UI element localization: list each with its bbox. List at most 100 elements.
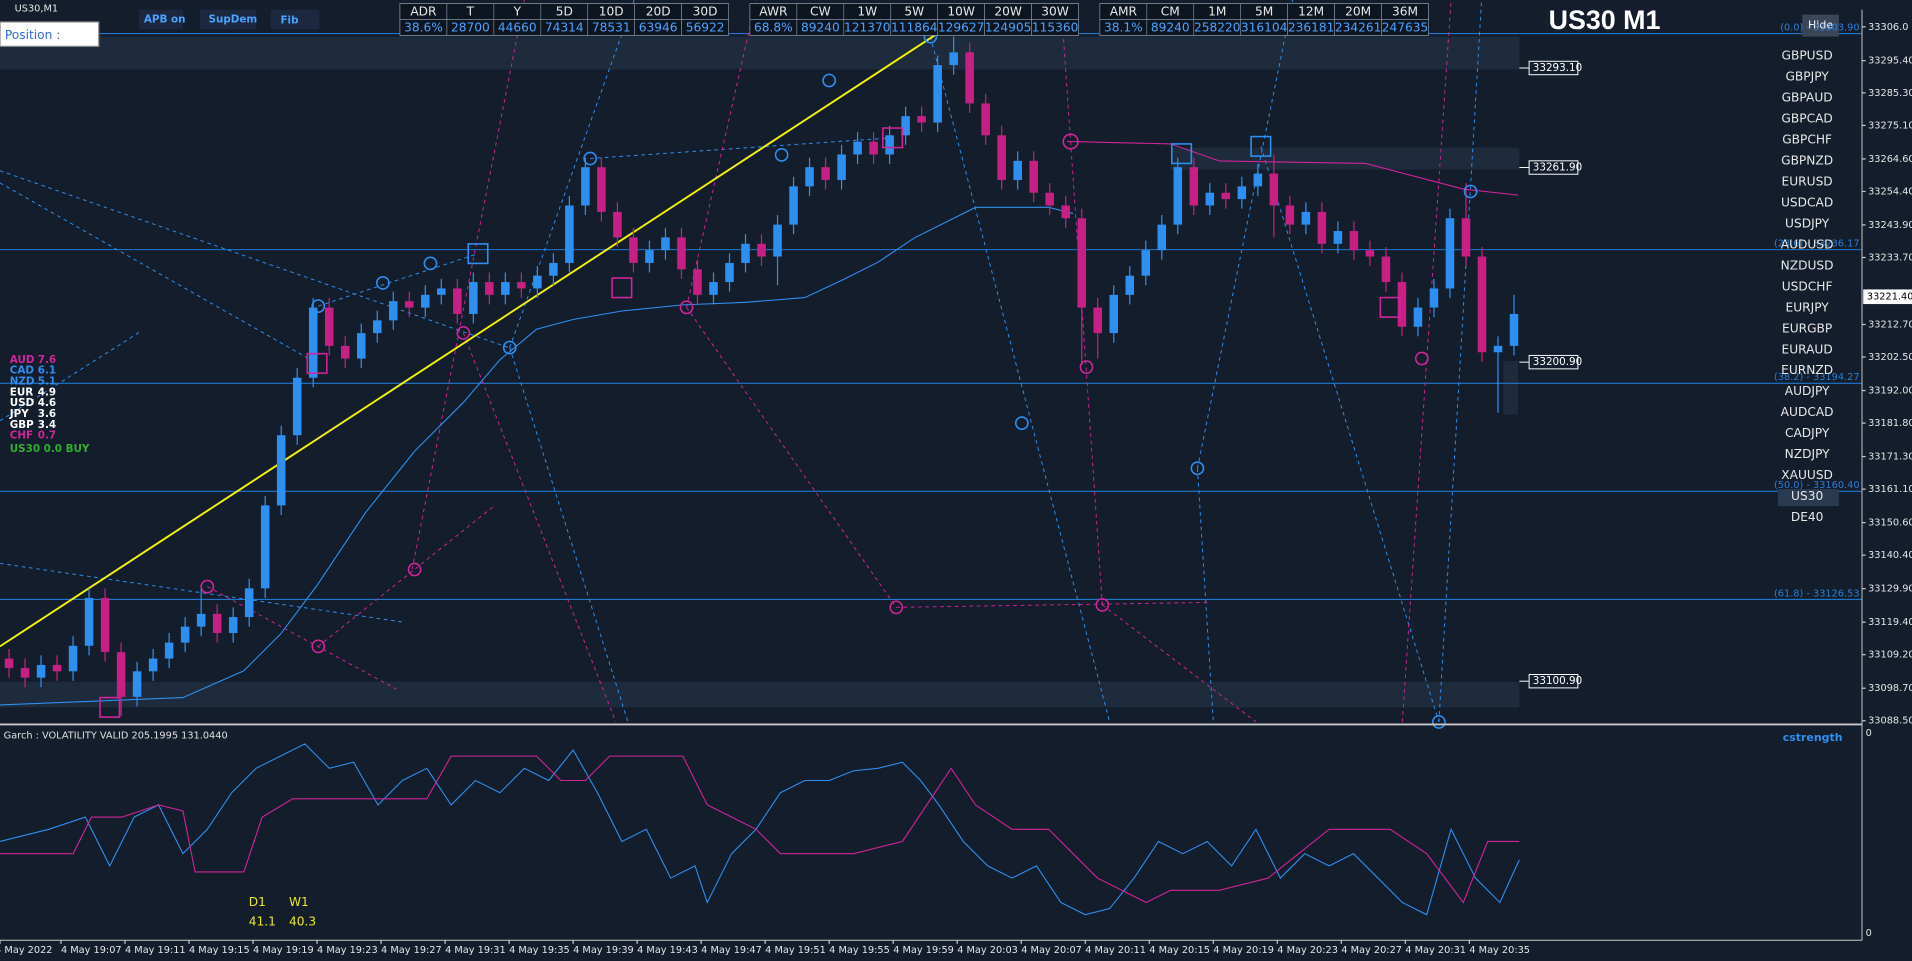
candle-body xyxy=(453,288,462,314)
dw-value: 40.3 xyxy=(289,914,316,928)
stats-header: 30D xyxy=(693,5,718,19)
stats-value: 44660 xyxy=(498,21,537,35)
symbol-button[interactable]: XAUUSD xyxy=(1781,468,1833,482)
button[interactable] xyxy=(199,9,257,30)
symbol-button[interactable]: AUDUSD xyxy=(1781,237,1834,251)
candle-body xyxy=(116,652,126,697)
button-label[interactable]: APB on xyxy=(144,14,186,26)
candle-body xyxy=(1429,288,1439,308)
cstrength-label: cstrength xyxy=(1783,731,1843,744)
stats-header: 5W xyxy=(904,5,924,19)
button-label[interactable]: Fib xyxy=(280,15,298,27)
time-tick-label: 4 May 19:59 xyxy=(893,945,954,956)
strength-value: 0.7 xyxy=(38,430,56,442)
symbol-button[interactable]: GBPNZD xyxy=(1781,153,1833,167)
time-tick-label: 4 May 19:11 xyxy=(125,945,186,956)
symbol-button[interactable]: NZDUSD xyxy=(1781,258,1834,272)
stats-value: 129627 xyxy=(938,21,985,35)
price-tick-label: 33254.40 xyxy=(1868,186,1912,197)
symbol-button[interactable]: GBPUSD xyxy=(1782,49,1833,63)
indicator-axis-label: 0 xyxy=(1866,928,1872,939)
symbol-button[interactable]: GBPCHF xyxy=(1782,133,1832,147)
candle-body xyxy=(469,282,478,314)
symbol-button[interactable]: GBPAUD xyxy=(1782,91,1833,105)
candle-body xyxy=(1157,224,1167,251)
candle-body xyxy=(389,301,398,321)
stats-value: 38.1% xyxy=(1104,21,1143,35)
stats-value: 38.6% xyxy=(404,21,443,35)
candle-body xyxy=(212,613,222,634)
candle-body xyxy=(4,658,14,669)
symbol-button[interactable]: EURNZD xyxy=(1781,363,1833,377)
stats-value: 316104 xyxy=(1241,21,1288,35)
candle-body xyxy=(997,135,1006,180)
signal: US30 0.0 BUY xyxy=(10,443,90,455)
position-label: Position : xyxy=(5,28,60,42)
dw-label: W1 xyxy=(289,895,309,909)
stats-header: 5M xyxy=(1255,5,1273,19)
stats-header: 20M xyxy=(1345,5,1371,19)
time-tick-label: 4 May 19:15 xyxy=(189,945,250,956)
symbol-button[interactable]: EURJPY xyxy=(1786,300,1830,314)
stats-value: 121370 xyxy=(844,21,891,35)
current-price-box xyxy=(1863,289,1912,305)
price-tag-box xyxy=(1528,354,1579,370)
candle-body xyxy=(965,52,974,104)
candle-body xyxy=(52,664,62,672)
candle-body xyxy=(1301,211,1311,225)
position-box[interactable] xyxy=(0,21,100,47)
button[interactable] xyxy=(270,9,320,30)
symbol-button[interactable]: USDCHF xyxy=(1782,279,1833,293)
candle-body xyxy=(517,282,526,289)
candle-body xyxy=(1269,173,1279,206)
button-label[interactable]: SupDem xyxy=(209,14,258,26)
candle-body xyxy=(340,345,350,359)
time-tick-label: 4 May 20:07 xyxy=(1021,945,1082,956)
price-tick-label: 33295.40 xyxy=(1868,56,1912,67)
candle-body xyxy=(180,626,190,643)
strength-currency: NZD xyxy=(10,375,35,387)
candle-body xyxy=(1493,345,1503,353)
stats-header: 36M xyxy=(1392,5,1418,19)
stats-header: 12M xyxy=(1298,5,1324,19)
candle-body xyxy=(324,307,334,346)
symbol-button[interactable]: USDCAD xyxy=(1781,195,1833,209)
supply-zone xyxy=(1170,147,1520,170)
symbol-button[interactable]: GBPCAD xyxy=(1781,112,1832,126)
candle-body xyxy=(853,141,862,155)
stats-header: 1W xyxy=(857,5,877,19)
strength-currency: JPY xyxy=(9,408,29,420)
time-tick-label: 4 May 19:23 xyxy=(317,945,378,956)
button[interactable] xyxy=(139,9,183,30)
price-tick-label: 33275.10 xyxy=(1868,120,1912,131)
symbol-button[interactable]: DE40 xyxy=(1791,510,1824,524)
candle-body xyxy=(1013,160,1022,180)
strength-currency: AUD xyxy=(10,354,35,366)
supply-zone xyxy=(0,36,1520,70)
hide-label[interactable]: Hide xyxy=(1808,19,1833,32)
symbol-button[interactable]: AUDJPY xyxy=(1785,384,1830,398)
candle-body xyxy=(1077,218,1086,308)
time-tick-label: 4 May 19:07 xyxy=(61,945,122,956)
strength-currency: CHF xyxy=(10,430,33,442)
hide-button[interactable] xyxy=(1802,14,1839,37)
stats-header: 5D xyxy=(556,5,573,19)
symbol-button[interactable]: CADJPY xyxy=(1785,426,1830,440)
price-tick-label: 33285.30 xyxy=(1868,88,1912,99)
symbol-button[interactable]: EURAUD xyxy=(1782,342,1833,356)
symbol-button[interactable]: EURUSD xyxy=(1782,174,1833,188)
price-tick-label: 33264.60 xyxy=(1868,154,1912,165)
symbol-button[interactable]: AUDCAD xyxy=(1781,405,1834,419)
symbol-button[interactable]: NZDJPY xyxy=(1785,447,1831,461)
symbol-button[interactable]: EURGBP xyxy=(1782,321,1832,335)
fib-label: (0.0) - 33303.90 xyxy=(1780,22,1859,33)
candle-body xyxy=(901,116,910,136)
symbol-button[interactable]: GBPJPY xyxy=(1785,70,1829,84)
time-tick-label: 4 May 20:23 xyxy=(1277,945,1338,956)
price-tag-box xyxy=(1528,673,1579,689)
time-tick-label: 4 May 2022 xyxy=(0,945,52,956)
symbol-button[interactable]: US30 xyxy=(1791,489,1823,503)
symbol-button[interactable]: USDJPY xyxy=(1785,216,1830,230)
